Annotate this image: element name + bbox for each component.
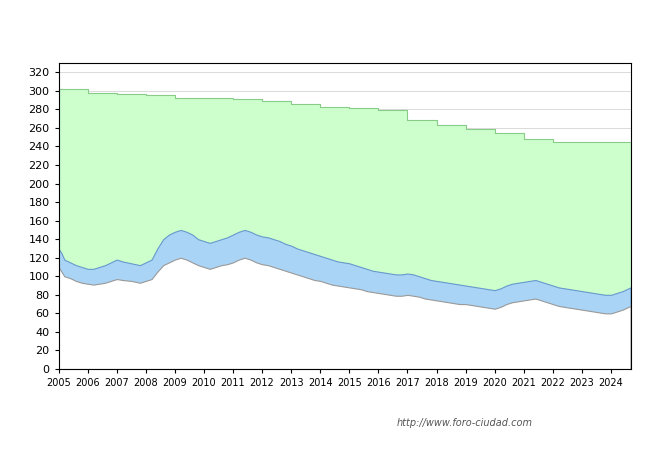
Text: http://www.foro-ciudad.com: http://www.foro-ciudad.com [397, 418, 533, 428]
Text: Cisneros - Evolucion de la poblacion en edad de Trabajar Agosto de 2024: Cisneros - Evolucion de la poblacion en … [57, 19, 593, 35]
